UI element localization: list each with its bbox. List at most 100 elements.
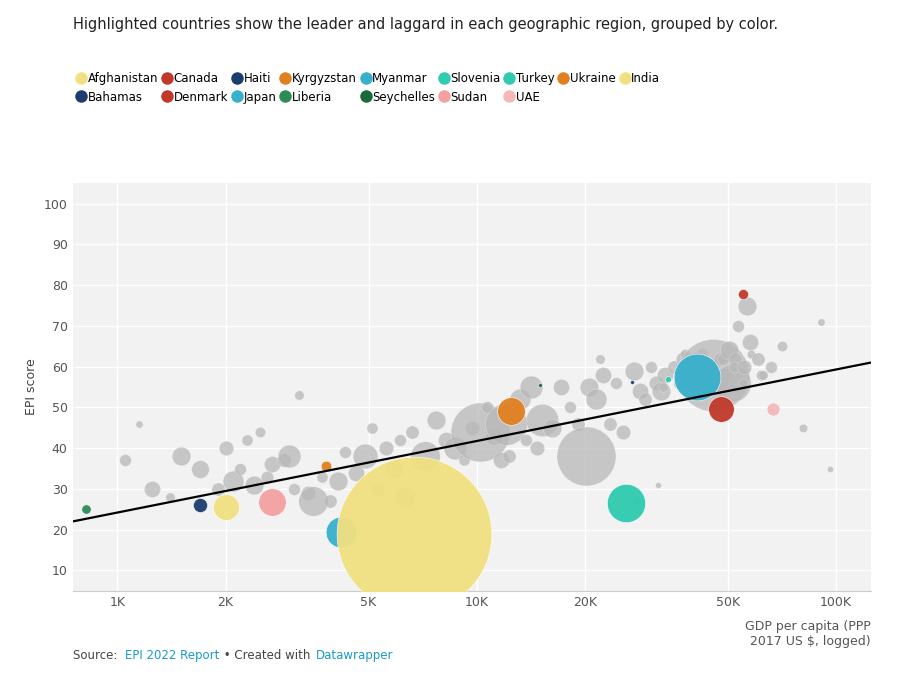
Point bbox=[610, 378, 624, 388]
Point bbox=[318, 461, 333, 472]
Point bbox=[323, 496, 337, 507]
Point bbox=[731, 320, 746, 331]
Point bbox=[676, 353, 690, 364]
Point bbox=[592, 353, 607, 364]
Point bbox=[678, 349, 692, 360]
Point bbox=[499, 418, 513, 429]
Point bbox=[814, 316, 828, 327]
Point bbox=[358, 451, 373, 462]
X-axis label: GDP per capita (PPP
2017 US $, logged): GDP per capita (PPP 2017 US $, logged) bbox=[745, 620, 871, 648]
Point bbox=[535, 414, 550, 425]
Point bbox=[379, 443, 394, 454]
Point bbox=[709, 378, 724, 388]
Point bbox=[589, 394, 603, 405]
Point bbox=[722, 345, 736, 356]
Point bbox=[619, 498, 633, 509]
Point bbox=[219, 502, 233, 513]
Point bbox=[287, 483, 301, 494]
Point bbox=[714, 378, 728, 388]
Point bbox=[656, 382, 670, 392]
Point bbox=[736, 361, 751, 372]
Point bbox=[719, 369, 734, 380]
Point bbox=[660, 373, 675, 384]
Point bbox=[504, 405, 519, 416]
Point bbox=[697, 382, 711, 392]
Point bbox=[118, 455, 132, 466]
Text: Highlighted countries show the leader and laggard in each geographic region, gro: Highlighted countries show the leader an… bbox=[73, 17, 777, 32]
Point bbox=[688, 361, 702, 372]
Point bbox=[132, 418, 147, 429]
Point bbox=[616, 426, 630, 437]
Point bbox=[823, 463, 837, 474]
Point bbox=[750, 353, 765, 364]
Point bbox=[630, 496, 645, 507]
Point bbox=[695, 349, 709, 360]
Point bbox=[79, 504, 93, 515]
Point bbox=[571, 418, 586, 429]
Point bbox=[301, 488, 316, 498]
Point bbox=[387, 463, 402, 474]
Point bbox=[651, 479, 666, 490]
Point bbox=[240, 435, 255, 445]
Point bbox=[464, 422, 479, 433]
Point bbox=[689, 371, 704, 382]
Point bbox=[532, 380, 547, 391]
Point bbox=[348, 467, 363, 478]
Point bbox=[744, 349, 758, 360]
Point bbox=[210, 483, 225, 494]
Point bbox=[633, 386, 648, 397]
Point bbox=[596, 369, 610, 380]
Point bbox=[716, 353, 730, 364]
Point bbox=[438, 435, 453, 445]
Point bbox=[684, 378, 698, 388]
Point bbox=[603, 418, 618, 429]
Point bbox=[742, 337, 756, 348]
Point bbox=[292, 390, 307, 401]
Point bbox=[494, 455, 509, 466]
Point bbox=[405, 426, 419, 437]
Point bbox=[219, 443, 233, 454]
Point bbox=[233, 463, 248, 474]
Point bbox=[418, 451, 433, 462]
Point bbox=[725, 378, 739, 388]
Point bbox=[756, 369, 770, 380]
Point bbox=[265, 497, 279, 508]
Point bbox=[193, 463, 208, 474]
Point bbox=[259, 471, 274, 482]
Point bbox=[706, 369, 720, 380]
Point bbox=[502, 451, 516, 462]
Point bbox=[519, 435, 533, 445]
Point bbox=[628, 365, 642, 376]
Point bbox=[247, 479, 261, 490]
Point bbox=[512, 394, 527, 405]
Point bbox=[162, 492, 177, 502]
Point bbox=[739, 300, 754, 311]
Point bbox=[277, 455, 291, 466]
Text: EPI 2022 Report: EPI 2022 Report bbox=[125, 649, 219, 662]
Point bbox=[679, 369, 694, 380]
Point bbox=[480, 402, 494, 413]
Point bbox=[795, 422, 810, 433]
Point bbox=[524, 382, 539, 392]
Point bbox=[624, 376, 639, 387]
Point bbox=[736, 378, 750, 388]
Point bbox=[365, 422, 379, 433]
Point bbox=[754, 369, 768, 380]
Point bbox=[334, 526, 348, 537]
Legend: Afghanistan, Bahamas, Canada, Denmark, Haiti, Japan, Kyrgyzstan, Liberia, Myanma: Afghanistan, Bahamas, Canada, Denmark, H… bbox=[79, 72, 660, 104]
Point bbox=[658, 369, 673, 380]
Point bbox=[473, 426, 487, 437]
Point bbox=[728, 353, 743, 364]
Point bbox=[397, 492, 412, 502]
Point bbox=[713, 353, 727, 364]
Point bbox=[330, 475, 345, 486]
Point bbox=[370, 483, 385, 494]
Point bbox=[764, 361, 778, 372]
Point bbox=[698, 373, 713, 384]
Text: Datawrapper: Datawrapper bbox=[316, 649, 393, 662]
Point bbox=[393, 435, 407, 445]
Point bbox=[702, 361, 717, 372]
Point bbox=[667, 361, 681, 372]
Point bbox=[653, 386, 668, 397]
Y-axis label: EPI score: EPI score bbox=[25, 359, 38, 416]
